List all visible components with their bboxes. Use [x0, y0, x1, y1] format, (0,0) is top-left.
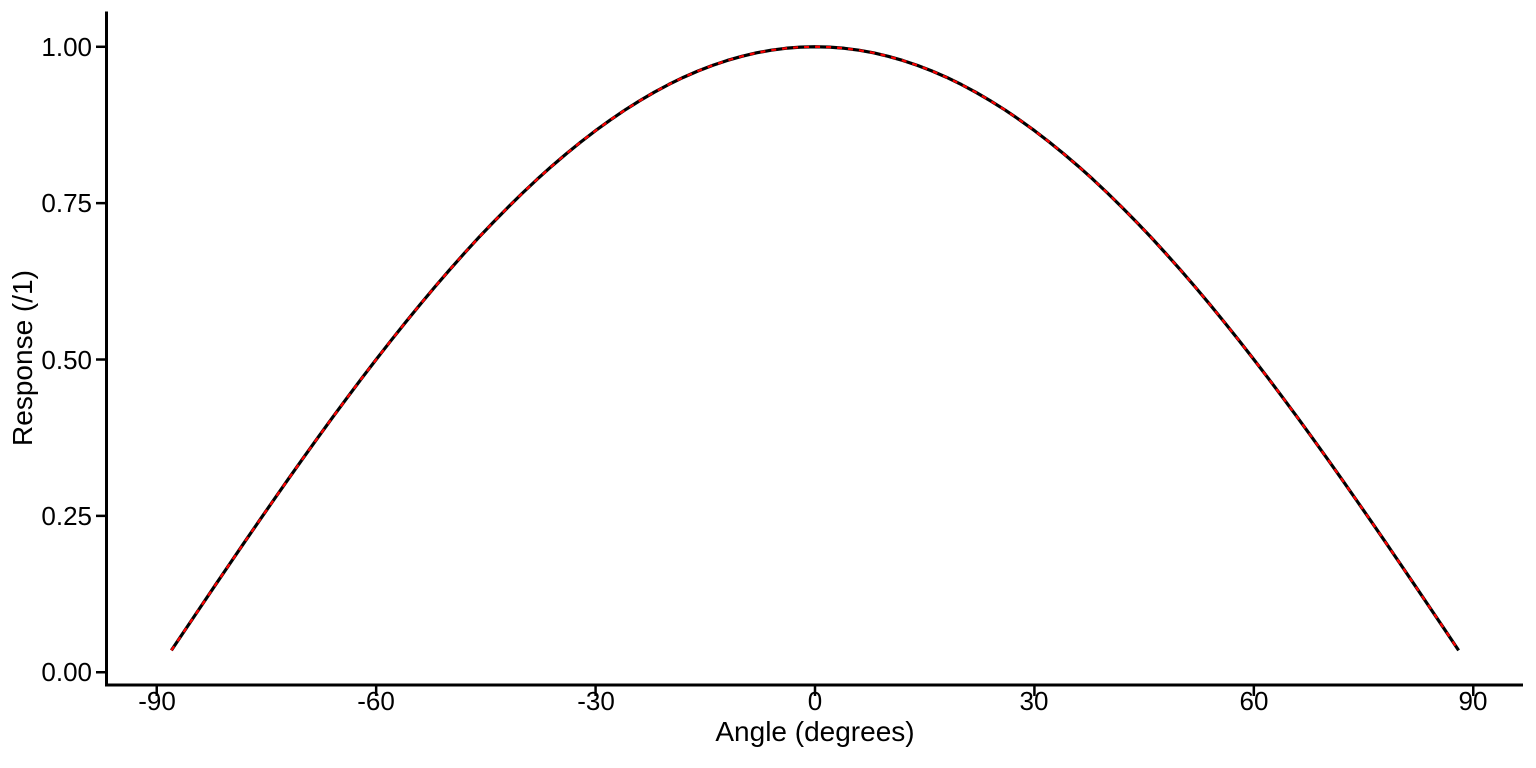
x-tick-label: 30: [1019, 686, 1049, 716]
y-tick-label: 0.50: [41, 345, 92, 375]
y-axis-title: Response (/1): [7, 270, 38, 446]
x-tick-label: -90: [138, 686, 176, 716]
data-series: [170, 45, 1460, 652]
y-tick-label: 1.00: [41, 32, 92, 62]
curve-response-dashed: [170, 45, 1460, 652]
x-tick-label: 60: [1239, 686, 1269, 716]
x-tick-label: -60: [357, 686, 395, 716]
y-tick-label: 0.75: [41, 188, 92, 218]
y-tick-label: 0.00: [41, 657, 92, 687]
x-tick-label: 90: [1458, 686, 1488, 716]
x-tick-label: -30: [577, 686, 615, 716]
x-tick-label: 0: [807, 686, 823, 716]
y-tick-label: 0.25: [41, 501, 92, 531]
x-axis-title: Angle (degrees): [715, 716, 915, 747]
curve-response-solid: [170, 45, 1460, 652]
axes: [96, 11, 1523, 696]
